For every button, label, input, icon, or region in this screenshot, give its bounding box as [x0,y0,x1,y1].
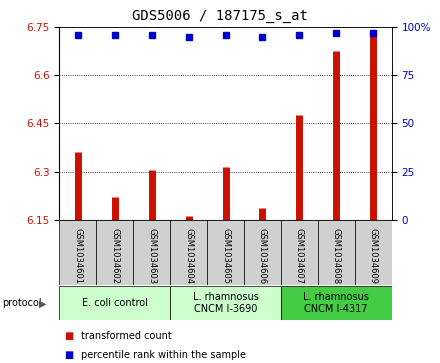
Text: GSM1034608: GSM1034608 [332,228,341,284]
Text: GSM1034607: GSM1034607 [295,228,304,284]
Bar [207,220,244,285]
Text: ■: ■ [64,350,73,360]
Bar [133,220,170,285]
Text: transformed count: transformed count [81,331,171,341]
Text: GSM1034602: GSM1034602 [110,228,119,284]
Text: protocol: protocol [2,298,42,308]
Text: ■: ■ [64,331,73,341]
Bar [281,220,318,285]
Bar [355,220,392,285]
Text: percentile rank within the sample: percentile rank within the sample [81,350,246,360]
Bar [170,286,281,320]
Text: GSM1034604: GSM1034604 [184,228,193,284]
Bar [318,220,355,285]
Bar [281,286,392,320]
Text: L. rhamnosus
CNCM I-4317: L. rhamnosus CNCM I-4317 [303,293,369,314]
Bar [59,286,170,320]
Text: E. coli control: E. coli control [82,298,148,308]
Text: ▶: ▶ [39,298,47,308]
Text: GSM1034603: GSM1034603 [147,228,156,284]
Text: GSM1034606: GSM1034606 [258,228,267,284]
Bar [170,220,207,285]
Text: GSM1034605: GSM1034605 [221,228,230,284]
Text: GSM1034601: GSM1034601 [73,228,82,284]
Bar [59,220,96,285]
Text: GSM1034609: GSM1034609 [369,228,378,284]
Text: L. rhamnosus
CNCM I-3690: L. rhamnosus CNCM I-3690 [193,293,258,314]
Bar [96,220,133,285]
Text: GDS5006 / 187175_s_at: GDS5006 / 187175_s_at [132,9,308,23]
Bar [244,220,281,285]
